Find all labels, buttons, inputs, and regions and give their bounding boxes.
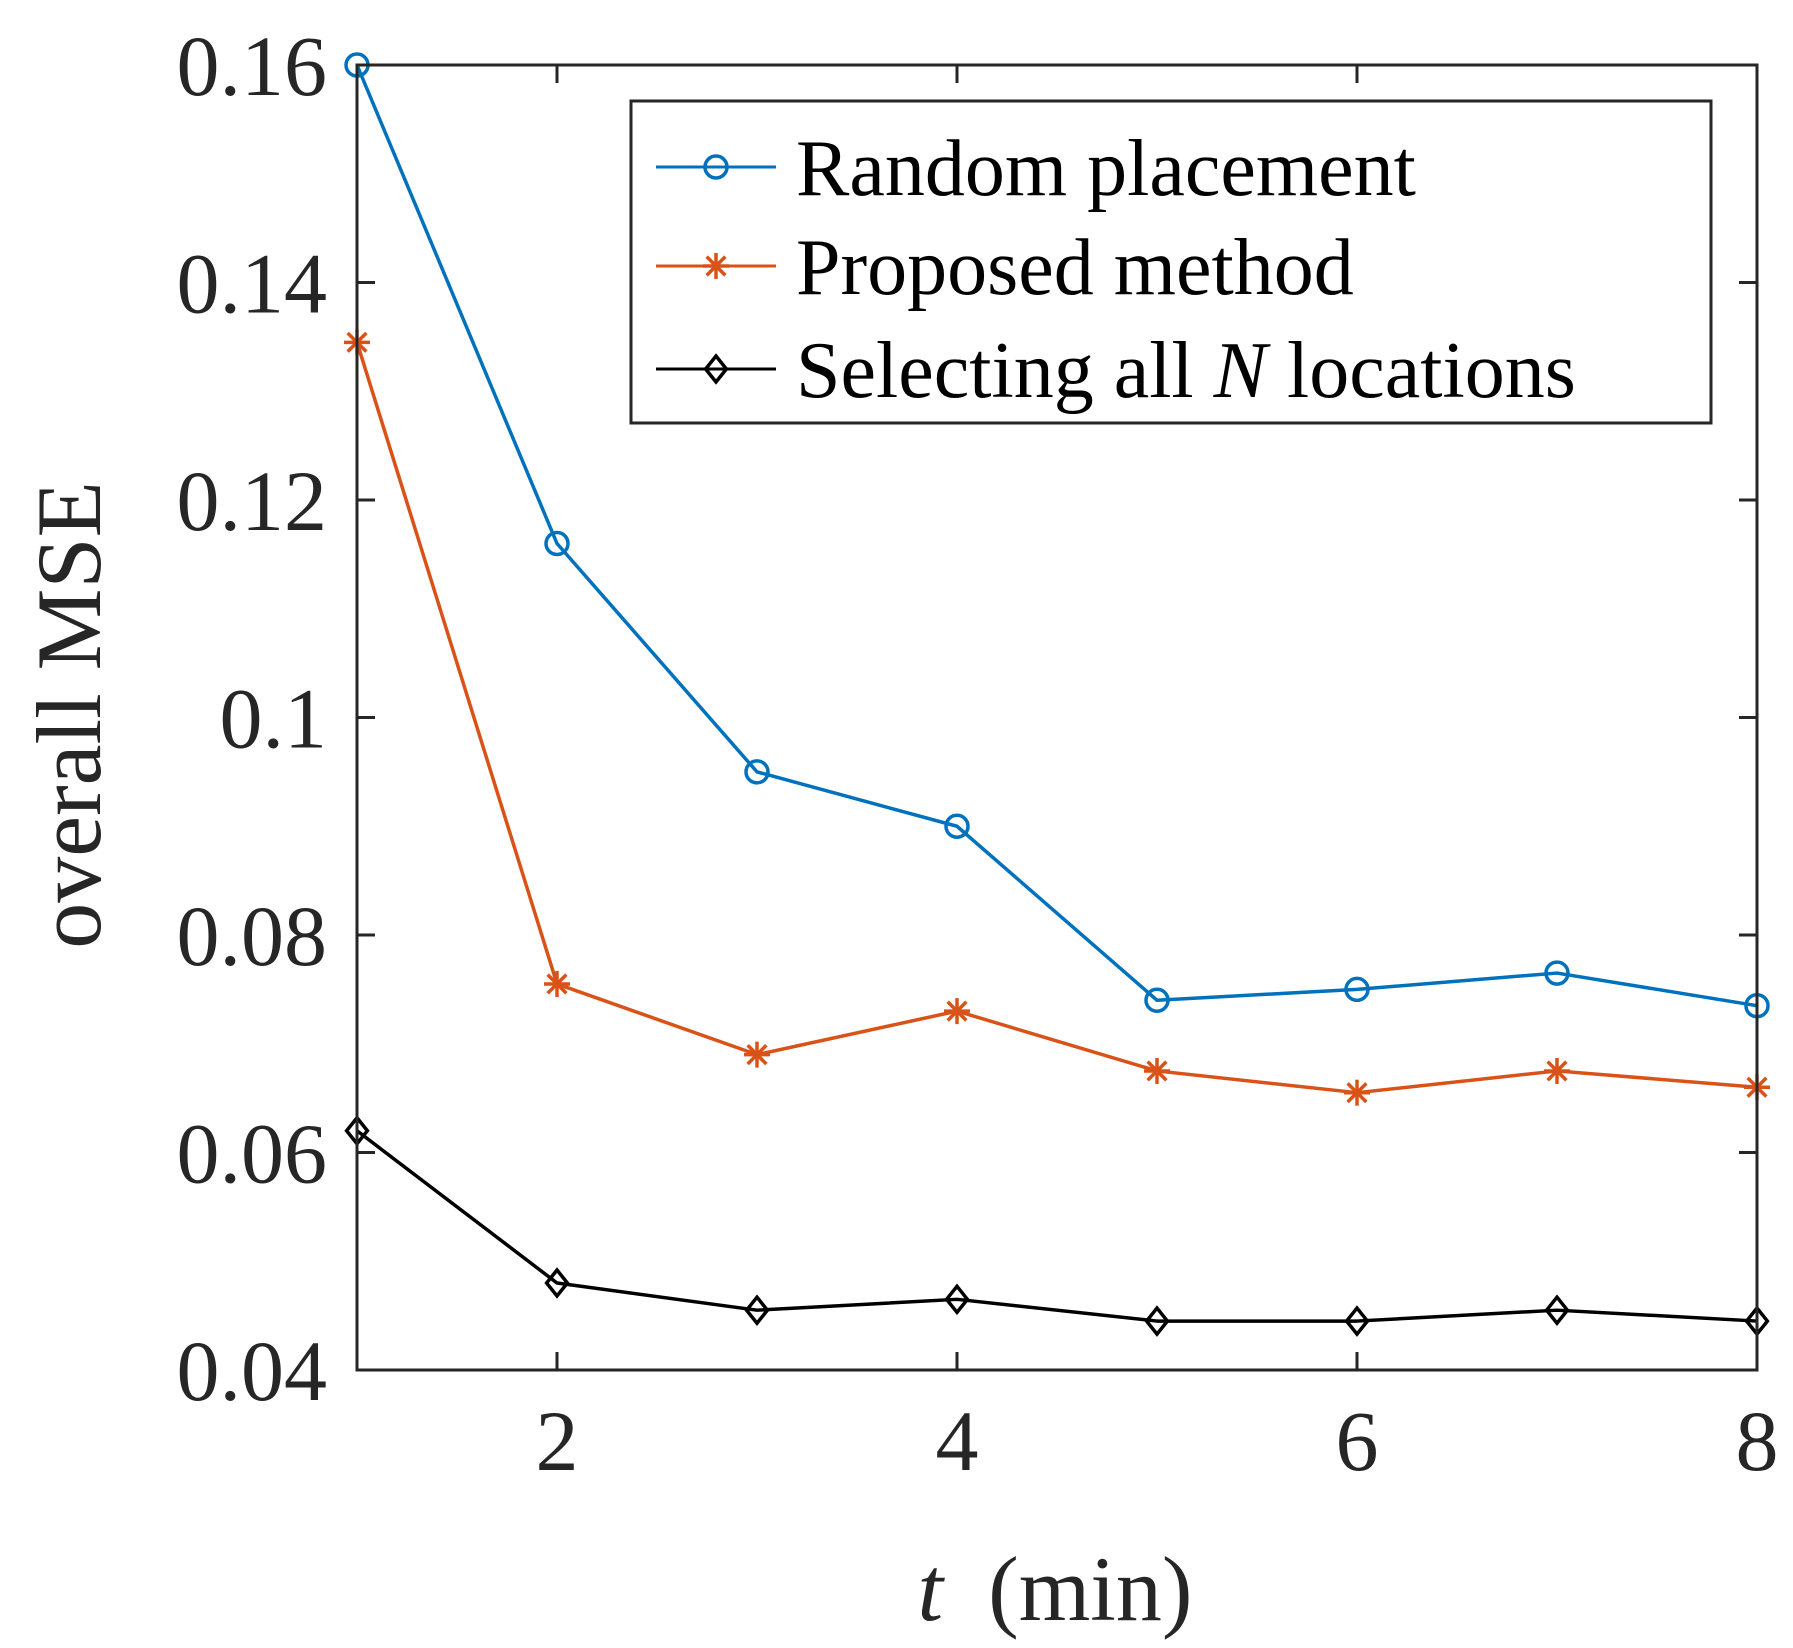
tick-layer: 2 4 6 8 0.04 0.06 0.08 0.1 0.12 0.14 0.16 <box>177 18 1779 1489</box>
legend-symbol-random-placement <box>703 154 729 180</box>
data-point-random-placement-6 <box>1344 976 1370 1003</box>
data-point-proposed-method-6 <box>1344 1079 1370 1106</box>
x-axis-label: t (min) <box>918 1538 1193 1640</box>
legend-marker-proposed-method <box>703 253 729 279</box>
data-point-random-placement-4-shape <box>944 813 970 839</box>
data-point-proposed-method-5-d2 <box>1146 1060 1168 1082</box>
series-layer <box>344 52 1770 1337</box>
x-axis-unit: (min) <box>988 1538 1192 1640</box>
data-point-proposed-method-4-d2 <box>946 1000 968 1022</box>
y-tick-label-4: 0.12 <box>177 453 328 549</box>
x-tick-label-6: 6 <box>1336 1393 1379 1489</box>
y-tick-label-5: 0.14 <box>177 236 328 332</box>
legend-symbol-selecting-all-shape <box>703 353 729 385</box>
y-tick-label-1: 0.06 <box>177 1106 328 1202</box>
data-point-selecting-all-5-shape <box>1144 1305 1170 1337</box>
data-point-random-placement-6-shape <box>1344 976 1370 1003</box>
data-point-random-placement-5 <box>1144 987 1170 1013</box>
data-point-random-placement-5-shape <box>1144 987 1170 1013</box>
legend: Random placement Proposed method Selecti… <box>629 99 1713 425</box>
legend-label-selecting-all-n: N <box>1213 327 1272 415</box>
legend-label-selecting-all-suffix: locations <box>1267 327 1576 415</box>
data-point-selecting-all-2-shape <box>544 1267 570 1299</box>
data-point-proposed-method-7 <box>1544 1057 1570 1084</box>
data-point-random-placement-2 <box>544 530 570 557</box>
series-line-selecting-all <box>355 1129 1758 1323</box>
legend-label-selecting-all-prefix: Selecting all <box>796 327 1214 415</box>
data-point-proposed-method-2 <box>544 970 570 997</box>
legend-box <box>629 99 1713 425</box>
legend-label-random-placement: Random placement <box>796 125 1416 213</box>
data-point-selecting-all-6 <box>1344 1305 1370 1337</box>
y-tick-label-3: 0.1 <box>220 671 328 767</box>
data-point-random-placement-3-shape <box>744 759 770 785</box>
legend-marker-random-placement <box>703 154 729 180</box>
data-point-selecting-all-2 <box>544 1267 570 1299</box>
data-point-proposed-method-5 <box>1144 1057 1170 1084</box>
data-point-selecting-all-7-shape <box>1544 1294 1570 1326</box>
x-tick-label-4: 4 <box>936 1393 979 1489</box>
data-point-proposed-method-4 <box>944 998 970 1025</box>
y-tick-label-2: 0.08 <box>177 888 328 984</box>
data-point-random-placement-7 <box>1544 960 1570 986</box>
data-point-random-placement-2-shape <box>544 530 570 557</box>
data-point-selecting-all-5 <box>1144 1305 1170 1337</box>
data-point-proposed-method-3-d2 <box>746 1044 768 1066</box>
legend-marker-selecting-all <box>703 353 729 385</box>
legend-label-selecting-all: Selecting all N locations <box>796 327 1576 415</box>
x-axis-variable: t <box>918 1538 946 1640</box>
data-point-proposed-method-6-d2 <box>1346 1082 1368 1104</box>
series-line-proposed-method <box>355 341 1758 1095</box>
data-point-selecting-all-3-shape <box>744 1294 770 1326</box>
legend-symbol-proposed-method <box>703 253 729 279</box>
y-tick-label-0: 0.04 <box>177 1323 328 1419</box>
data-point-selecting-all-4 <box>944 1283 970 1316</box>
series-line-random-placement <box>355 64 1758 1008</box>
x-tick-label-2: 2 <box>536 1393 579 1489</box>
data-point-proposed-method-2-d2 <box>546 973 568 995</box>
data-point-proposed-method-3 <box>744 1041 770 1068</box>
data-point-random-placement-4 <box>944 813 970 839</box>
legend-symbol-proposed-method-d2 <box>705 255 727 277</box>
legend-symbol-random-placement-shape <box>703 154 729 180</box>
data-point-proposed-method-7-d2 <box>1546 1060 1568 1082</box>
data-point-selecting-all-6-shape <box>1344 1305 1370 1337</box>
data-point-selecting-all-3 <box>744 1294 770 1326</box>
legend-symbol-selecting-all <box>703 353 729 385</box>
x-tick-label-8: 8 <box>1736 1393 1779 1489</box>
data-point-selecting-all-4-shape <box>944 1283 970 1316</box>
legend-label-proposed-method: Proposed method <box>796 224 1354 312</box>
data-point-selecting-all-7 <box>1544 1294 1570 1326</box>
y-axis-label: overall MSE <box>18 481 120 949</box>
data-point-random-placement-7-shape <box>1544 960 1570 986</box>
y-tick-label-6: 0.16 <box>177 18 328 114</box>
data-point-random-placement-3 <box>744 759 770 785</box>
